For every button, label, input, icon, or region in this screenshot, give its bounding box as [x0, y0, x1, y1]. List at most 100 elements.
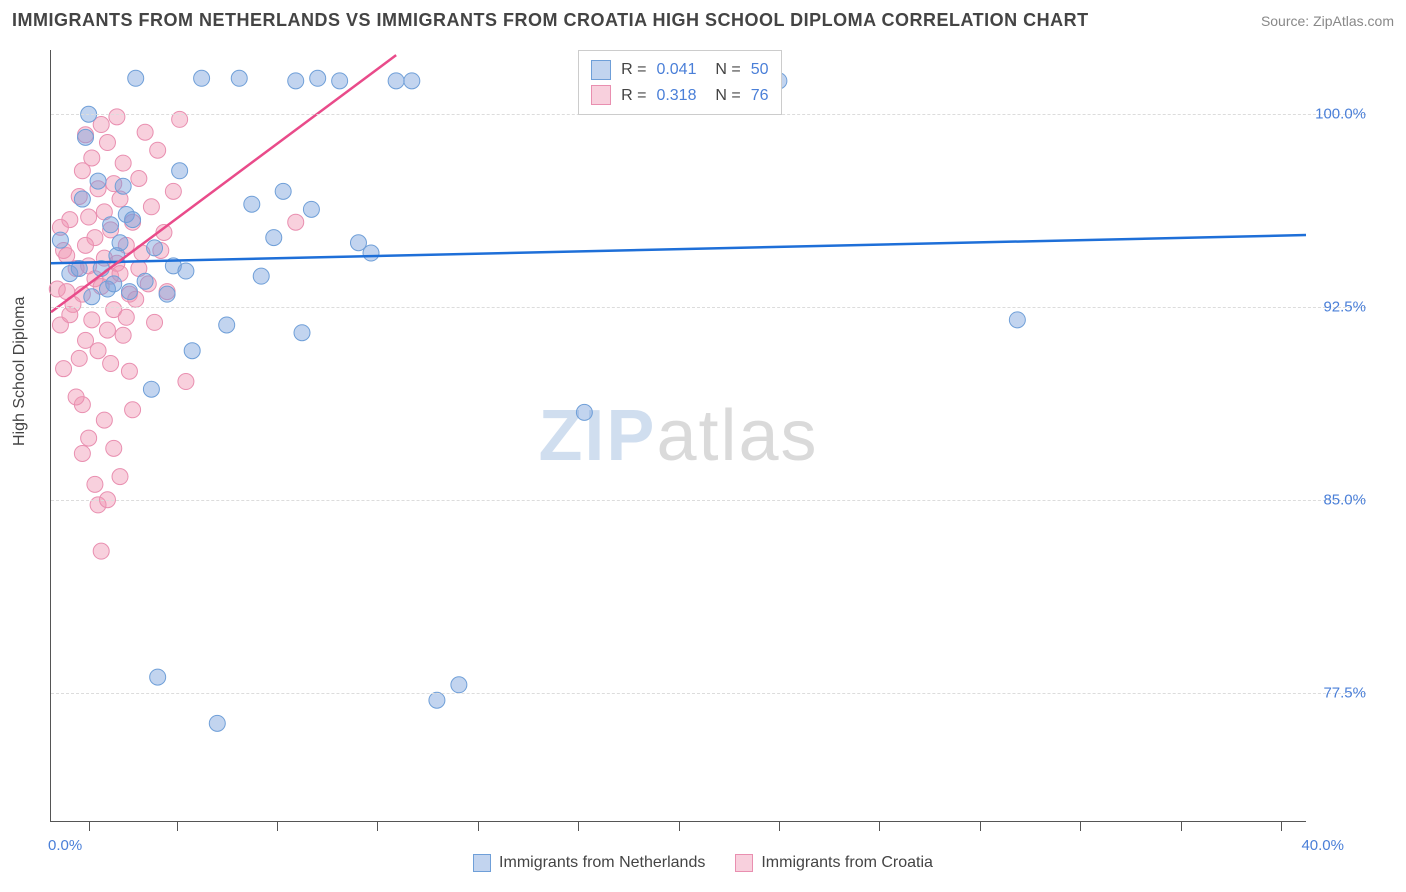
croatia-point: [112, 469, 128, 485]
netherlands-point: [332, 73, 348, 89]
stats-box: R = 0.041 N = 50R = 0.318 N = 76: [578, 50, 781, 115]
x-tick: [679, 821, 680, 831]
netherlands-point: [1009, 312, 1025, 328]
croatia-point: [115, 155, 131, 171]
netherlands-trendline: [51, 235, 1306, 263]
plot-area: ZIPatlas 77.5%85.0%92.5%100.0%R = 0.041 …: [50, 50, 1306, 822]
stat-R-label: R =: [621, 83, 646, 109]
bottom-legend: Immigrants from Netherlands Immigrants f…: [0, 854, 1406, 872]
stat-R-value: 0.318: [656, 83, 696, 109]
x-tick: [1080, 821, 1081, 831]
legend-label-croatia: Immigrants from Croatia: [761, 854, 933, 872]
swatch-croatia: [735, 854, 753, 872]
x-axis-start-label: 0.0%: [48, 837, 82, 854]
gridline: [51, 500, 1366, 501]
netherlands-point: [429, 692, 445, 708]
x-tick: [377, 821, 378, 831]
netherlands-point: [576, 404, 592, 420]
plot-svg: [51, 50, 1306, 821]
croatia-point: [109, 109, 125, 125]
croatia-point: [78, 237, 94, 253]
croatia-point: [81, 430, 97, 446]
x-tick: [177, 821, 178, 831]
netherlands-point: [178, 263, 194, 279]
stat-N-value: 50: [751, 57, 769, 83]
y-tick-label: 100.0%: [1311, 106, 1366, 123]
x-tick: [277, 821, 278, 831]
croatia-point: [56, 361, 72, 377]
netherlands-point: [288, 73, 304, 89]
netherlands-point: [310, 70, 326, 86]
croatia-point: [71, 350, 87, 366]
y-tick-label: 92.5%: [1311, 298, 1366, 315]
y-axis-label: High School Diploma: [11, 297, 29, 446]
netherlands-point: [52, 232, 68, 248]
swatch-netherlands: [473, 854, 491, 872]
netherlands-point: [128, 70, 144, 86]
croatia-point: [165, 183, 181, 199]
croatia-point: [115, 327, 131, 343]
x-tick: [879, 821, 880, 831]
stat-R-value: 0.041: [656, 57, 696, 83]
netherlands-point: [125, 212, 141, 228]
croatia-point: [74, 445, 90, 461]
stats-swatch-netherlands: [591, 60, 611, 80]
gridline: [51, 693, 1366, 694]
netherlands-point: [159, 286, 175, 302]
croatia-point: [81, 209, 97, 225]
croatia-point: [137, 124, 153, 140]
chart-container: IMMIGRANTS FROM NETHERLANDS VS IMMIGRANT…: [0, 0, 1406, 892]
croatia-point: [90, 343, 106, 359]
croatia-point: [99, 322, 115, 338]
stat-R-label: R =: [621, 57, 646, 83]
legend-label-netherlands: Immigrants from Netherlands: [499, 854, 705, 872]
x-tick: [1181, 821, 1182, 831]
netherlands-point: [84, 289, 100, 305]
netherlands-point: [78, 129, 94, 145]
netherlands-point: [121, 284, 137, 300]
netherlands-point: [303, 201, 319, 217]
netherlands-point: [231, 70, 247, 86]
netherlands-point: [137, 273, 153, 289]
title-bar: IMMIGRANTS FROM NETHERLANDS VS IMMIGRANT…: [12, 10, 1394, 31]
stat-N-label: N =: [706, 83, 740, 109]
croatia-point: [103, 356, 119, 372]
netherlands-point: [388, 73, 404, 89]
croatia-point: [87, 476, 103, 492]
netherlands-point: [112, 235, 128, 251]
y-tick-label: 85.0%: [1311, 491, 1366, 508]
netherlands-point: [106, 276, 122, 292]
croatia-point: [143, 199, 159, 215]
croatia-point: [106, 440, 122, 456]
croatia-point: [84, 312, 100, 328]
netherlands-point: [209, 715, 225, 731]
croatia-point: [121, 363, 137, 379]
netherlands-point: [194, 70, 210, 86]
croatia-point: [62, 307, 78, 323]
netherlands-point: [244, 196, 260, 212]
stats-swatch-croatia: [591, 85, 611, 105]
croatia-point: [178, 374, 194, 390]
croatia-point: [288, 214, 304, 230]
x-tick: [89, 821, 90, 831]
netherlands-point: [451, 677, 467, 693]
x-tick: [1281, 821, 1282, 831]
croatia-point: [131, 171, 147, 187]
croatia-point: [118, 309, 134, 325]
netherlands-point: [90, 173, 106, 189]
x-axis-end-label: 40.0%: [1301, 837, 1344, 854]
netherlands-point: [103, 217, 119, 233]
source-label: Source: ZipAtlas.com: [1261, 13, 1394, 29]
netherlands-point: [219, 317, 235, 333]
y-tick-label: 77.5%: [1311, 684, 1366, 701]
netherlands-point: [184, 343, 200, 359]
croatia-point: [99, 135, 115, 151]
netherlands-point: [294, 325, 310, 341]
chart-title: IMMIGRANTS FROM NETHERLANDS VS IMMIGRANT…: [12, 10, 1089, 31]
croatia-point: [96, 412, 112, 428]
croatia-point: [147, 314, 163, 330]
stat-N-label: N =: [706, 57, 740, 83]
x-tick: [478, 821, 479, 831]
legend-item-croatia: Immigrants from Croatia: [735, 854, 933, 872]
stats-row-croatia: R = 0.318 N = 76: [591, 83, 768, 109]
